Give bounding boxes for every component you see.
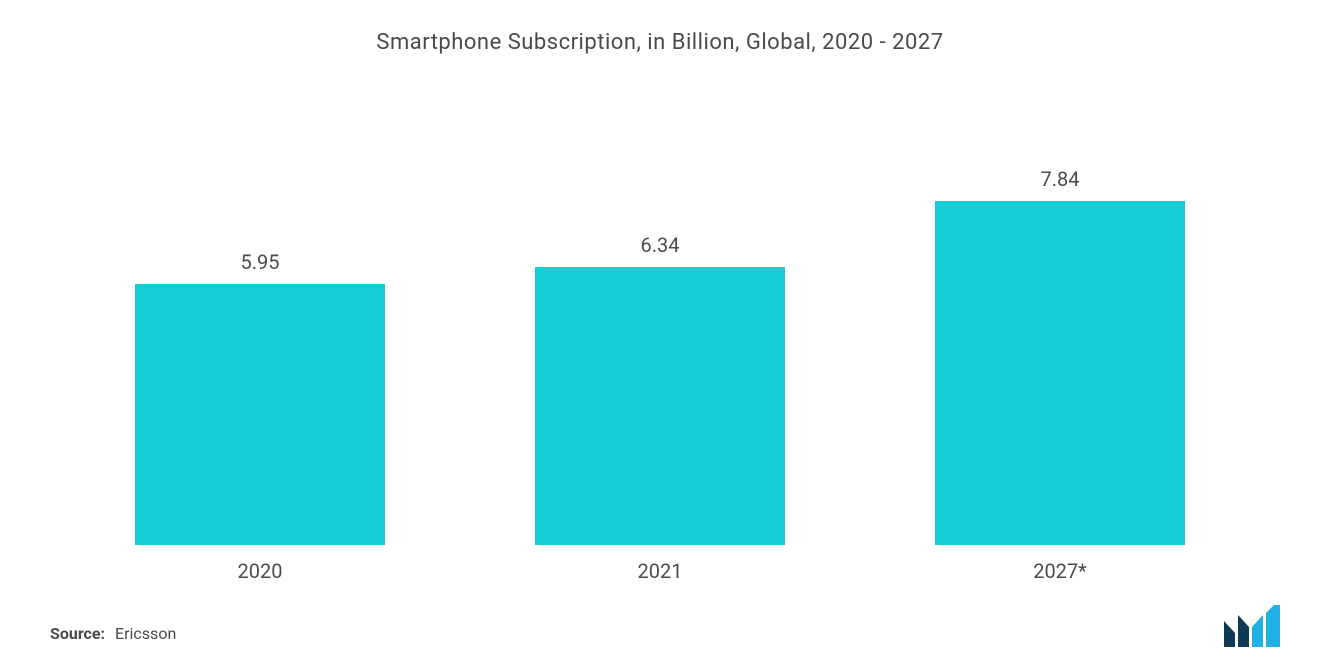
x-label-2: 2027* [920,559,1200,583]
bar-value-label: 6.34 [641,233,680,257]
source-attribution: Source: Ericsson [50,624,176,643]
bar-group-2: 7.84 [920,167,1200,545]
bar-group-0: 5.95 [120,250,400,545]
mordor-logo-icon [1224,605,1280,647]
logo-bar-1 [1224,621,1235,647]
bar-group-1: 6.34 [520,233,800,545]
bar-1 [535,267,785,545]
bar-0 [135,284,385,545]
bar-2 [935,201,1185,545]
logo-bar-3 [1252,615,1263,647]
x-axis-labels: 2020 2021 2027* [50,559,1270,583]
logo-bar-4 [1266,605,1280,647]
bar-value-label: 7.84 [1041,167,1080,191]
logo-bar-2 [1238,615,1249,647]
x-label-1: 2021 [520,559,800,583]
chart-title: Smartphone Subscription, in Billion, Glo… [50,30,1270,55]
source-label: Source: [50,624,105,643]
source-name: Ericsson [115,624,176,643]
chart-plot-area: 5.95 6.34 7.84 [50,65,1270,545]
bar-value-label: 5.95 [241,250,280,274]
x-label-0: 2020 [120,559,400,583]
chart-container: Smartphone Subscription, in Billion, Glo… [0,0,1320,665]
